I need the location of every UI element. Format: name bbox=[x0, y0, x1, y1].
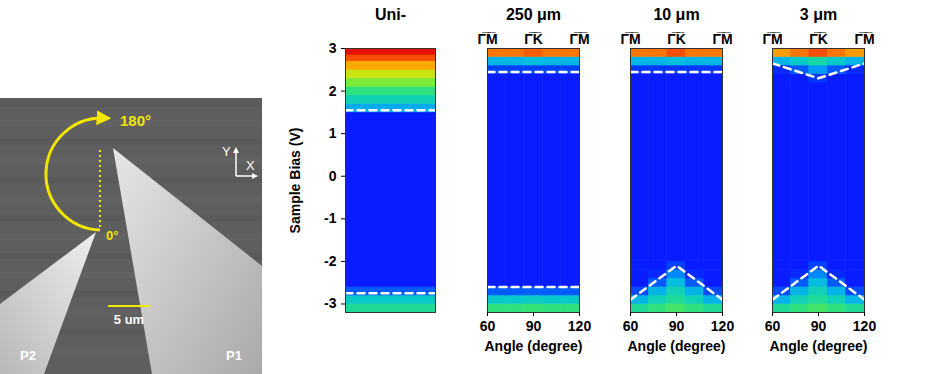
svg-text:-2: -2 bbox=[324, 253, 337, 269]
svg-text:3 μm: 3 μm bbox=[800, 6, 837, 23]
svg-text:180°: 180° bbox=[120, 112, 151, 129]
svg-text:X: X bbox=[246, 158, 255, 173]
svg-text:Uni-: Uni- bbox=[375, 6, 406, 23]
svg-text:Γ̅K̅: Γ̅K̅ bbox=[809, 31, 828, 47]
svg-text:-3: -3 bbox=[324, 295, 337, 311]
svg-text:Γ̅M̅: Γ̅M̅ bbox=[477, 31, 497, 47]
svg-text:1: 1 bbox=[329, 125, 337, 141]
svg-text:Γ̅M̅: Γ̅M̅ bbox=[620, 31, 640, 47]
svg-text:Γ̅M̅: Γ̅M̅ bbox=[712, 31, 732, 47]
svg-text:Γ̅K̅: Γ̅K̅ bbox=[667, 31, 686, 47]
svg-text:Γ̅M̅: Γ̅M̅ bbox=[762, 31, 782, 47]
svg-text:Γ̅K̅: Γ̅K̅ bbox=[524, 31, 543, 47]
svg-text:5 um: 5 um bbox=[114, 312, 144, 327]
svg-text:90: 90 bbox=[526, 318, 542, 334]
svg-text:90: 90 bbox=[669, 318, 685, 334]
svg-text:-1: -1 bbox=[324, 210, 337, 226]
svg-text:250 μm: 250 μm bbox=[506, 6, 561, 23]
svg-text:Sample Bias (V): Sample Bias (V) bbox=[287, 128, 303, 234]
svg-text:Γ̅M̅: Γ̅M̅ bbox=[569, 31, 589, 47]
svg-text:P2: P2 bbox=[20, 348, 36, 363]
svg-text:P1: P1 bbox=[226, 348, 242, 363]
svg-text:60: 60 bbox=[623, 318, 639, 334]
svg-text:120: 120 bbox=[568, 318, 592, 334]
svg-text:60: 60 bbox=[765, 318, 781, 334]
svg-text:0°: 0° bbox=[106, 228, 118, 243]
svg-text:120: 120 bbox=[853, 318, 877, 334]
svg-text:Angle (degree): Angle (degree) bbox=[484, 338, 582, 354]
svg-text:90: 90 bbox=[811, 318, 827, 334]
svg-text:3: 3 bbox=[329, 40, 337, 56]
svg-text:10 μm: 10 μm bbox=[653, 6, 699, 23]
svg-text:Y: Y bbox=[222, 144, 231, 159]
svg-text:Angle (degree): Angle (degree) bbox=[627, 338, 725, 354]
svg-text:0: 0 bbox=[329, 168, 337, 184]
svg-text:60: 60 bbox=[480, 318, 496, 334]
svg-text:120: 120 bbox=[711, 318, 735, 334]
svg-text:Angle (degree): Angle (degree) bbox=[769, 338, 867, 354]
svg-text:2: 2 bbox=[329, 83, 337, 99]
svg-text:Γ̅M̅: Γ̅M̅ bbox=[854, 31, 874, 47]
